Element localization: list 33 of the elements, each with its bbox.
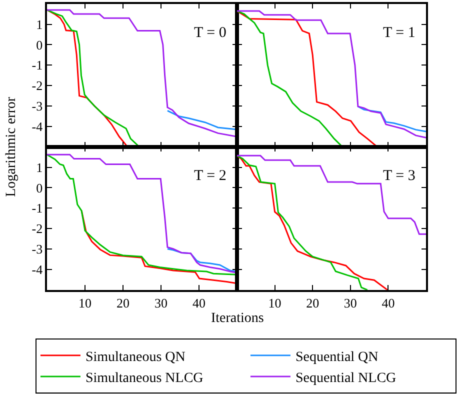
annotation: T = 2 — [194, 168, 226, 184]
y-tick-label: -3 — [32, 242, 43, 257]
x-axis-title: Iterations — [211, 311, 264, 326]
legend-label: Sequential QN — [295, 350, 378, 365]
y-tick-label: 1 — [36, 16, 43, 32]
line-series — [80, 210, 237, 284]
legend-label: Simultaneous NLCG — [85, 370, 204, 386]
legend-label: Simultaneous QN — [85, 350, 186, 365]
annotation: T = 1 — [383, 25, 416, 41]
line-series — [47, 9, 237, 138]
y-tick-label: -2 — [32, 78, 43, 94]
y-tick-label: -3 — [32, 98, 43, 114]
y-tick-label: -4 — [32, 118, 44, 134]
x-tick-label: 20 — [116, 295, 130, 310]
y-tick-label: -1 — [32, 58, 43, 73]
y-tick-label: -2 — [32, 221, 43, 236]
legend-label: Sequential NLCG — [295, 370, 396, 386]
x-tick-label: 30 — [154, 295, 168, 310]
annotation: T = 3 — [383, 168, 416, 184]
x-tick-label: 10 — [268, 295, 282, 310]
line-series — [166, 110, 237, 130]
y-tick-label: -1 — [32, 200, 43, 216]
annotation: T = 0 — [194, 25, 226, 41]
y-tick-label: 0 — [36, 180, 43, 196]
y-tick-label: 1 — [36, 160, 43, 175]
y-axis-title: Logarithmic error — [4, 96, 20, 197]
x-tick-label: 20 — [306, 295, 320, 310]
x-tick-label: 10 — [78, 295, 92, 310]
x-tick-label: 30 — [344, 295, 357, 310]
y-tick-label: -4 — [32, 262, 44, 278]
x-tick-label: 40 — [192, 295, 206, 310]
y-tick-label: 0 — [36, 37, 43, 52]
x-tick-label: 40 — [382, 295, 395, 310]
